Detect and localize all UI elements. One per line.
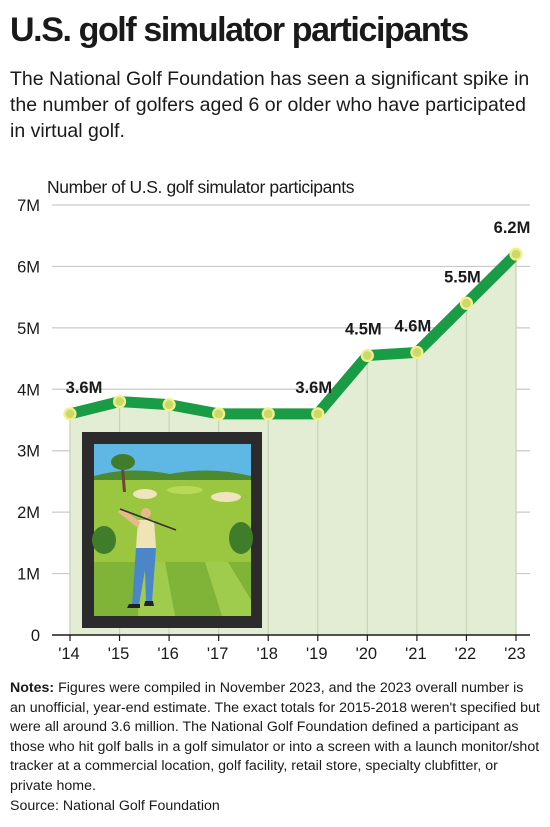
data-label: 3.6M	[66, 379, 103, 397]
data-point-marker	[212, 407, 226, 421]
x-tick-label: '22	[455, 645, 477, 663]
x-tick-label: '21	[405, 645, 427, 663]
inset-bush	[229, 522, 253, 554]
inset-bush	[92, 526, 116, 554]
data-point-marker	[509, 247, 523, 261]
y-tick-label: 3M	[17, 443, 40, 461]
notes-label: Notes:	[10, 680, 55, 696]
y-tick-label: 7M	[17, 197, 40, 215]
data-point-marker	[360, 348, 374, 363]
golf-club	[119, 508, 177, 531]
data-point-marker	[63, 407, 77, 421]
golfer-shoes	[127, 601, 154, 608]
x-tick-label: '19	[306, 645, 328, 663]
x-tick-label: '15	[108, 645, 130, 663]
data-label: 4.6M	[395, 317, 432, 335]
y-tick-label: 1M	[17, 566, 40, 584]
data-label: 3.6M	[295, 379, 332, 397]
data-label: 5.5M	[444, 268, 481, 286]
y-tick-label: 4M	[17, 381, 40, 399]
inset-tree	[121, 468, 126, 492]
golfer-arms	[118, 508, 140, 528]
x-tick-label: '20	[356, 645, 378, 663]
x-tick-label: '23	[504, 645, 526, 663]
y-tick-label: 2M	[17, 504, 40, 522]
participants-chart: Number of U.S. golf simulator participan…	[17, 177, 531, 663]
series-line	[64, 248, 522, 420]
x-tick-label: '16	[157, 645, 179, 663]
x-tick-label: '17	[207, 645, 229, 663]
chart-source: Source: National Golf Foundation	[10, 798, 220, 814]
data-point-marker	[261, 407, 275, 421]
data-point-marker	[459, 296, 474, 310]
y-tick-label: 5M	[17, 320, 40, 338]
golfer-shirt	[136, 520, 156, 548]
y-tick-label: 6M	[17, 258, 40, 276]
data-point-marker	[162, 398, 176, 412]
inset-tree	[111, 454, 135, 470]
inset-stripe	[138, 562, 251, 616]
data-point-marker	[311, 407, 325, 421]
chart-notes: Notes: Figures were compiled in November…	[10, 679, 542, 797]
notes-text: Figures were compiled in November 2023, …	[10, 680, 540, 794]
data-label: 4.5M	[345, 321, 382, 339]
data-label: 6.2M	[494, 219, 531, 237]
data-point-marker	[112, 394, 127, 409]
chart-data-labels: 3.6M 3.6M 4.5M 4.6M 5.5M 6.2M	[66, 219, 531, 397]
page-title: U.S. golf simulator participants	[10, 11, 469, 49]
chart-title: Number of U.S. golf simulator participan…	[47, 177, 355, 197]
x-tick-label: '14	[58, 645, 80, 663]
y-tick-label: 0	[31, 627, 40, 645]
inset-green	[167, 486, 203, 494]
x-tick-label: '18	[256, 645, 278, 663]
chart-axes: 0 1M 2M 3M 4M 5M 6M 7M '14 '15 '16 '17 '18 '19 '20 '21 '…	[17, 197, 530, 663]
inset-bunker	[133, 489, 157, 499]
inset-bunker	[211, 492, 241, 502]
chart-series-line	[63, 247, 523, 421]
golfer-pants	[132, 548, 156, 605]
golfer-illustration	[82, 432, 262, 628]
data-point-marker	[410, 345, 424, 360]
page-subtitle: The National Golf Foundation has seen a …	[10, 68, 530, 142]
golfer-head	[141, 508, 151, 518]
